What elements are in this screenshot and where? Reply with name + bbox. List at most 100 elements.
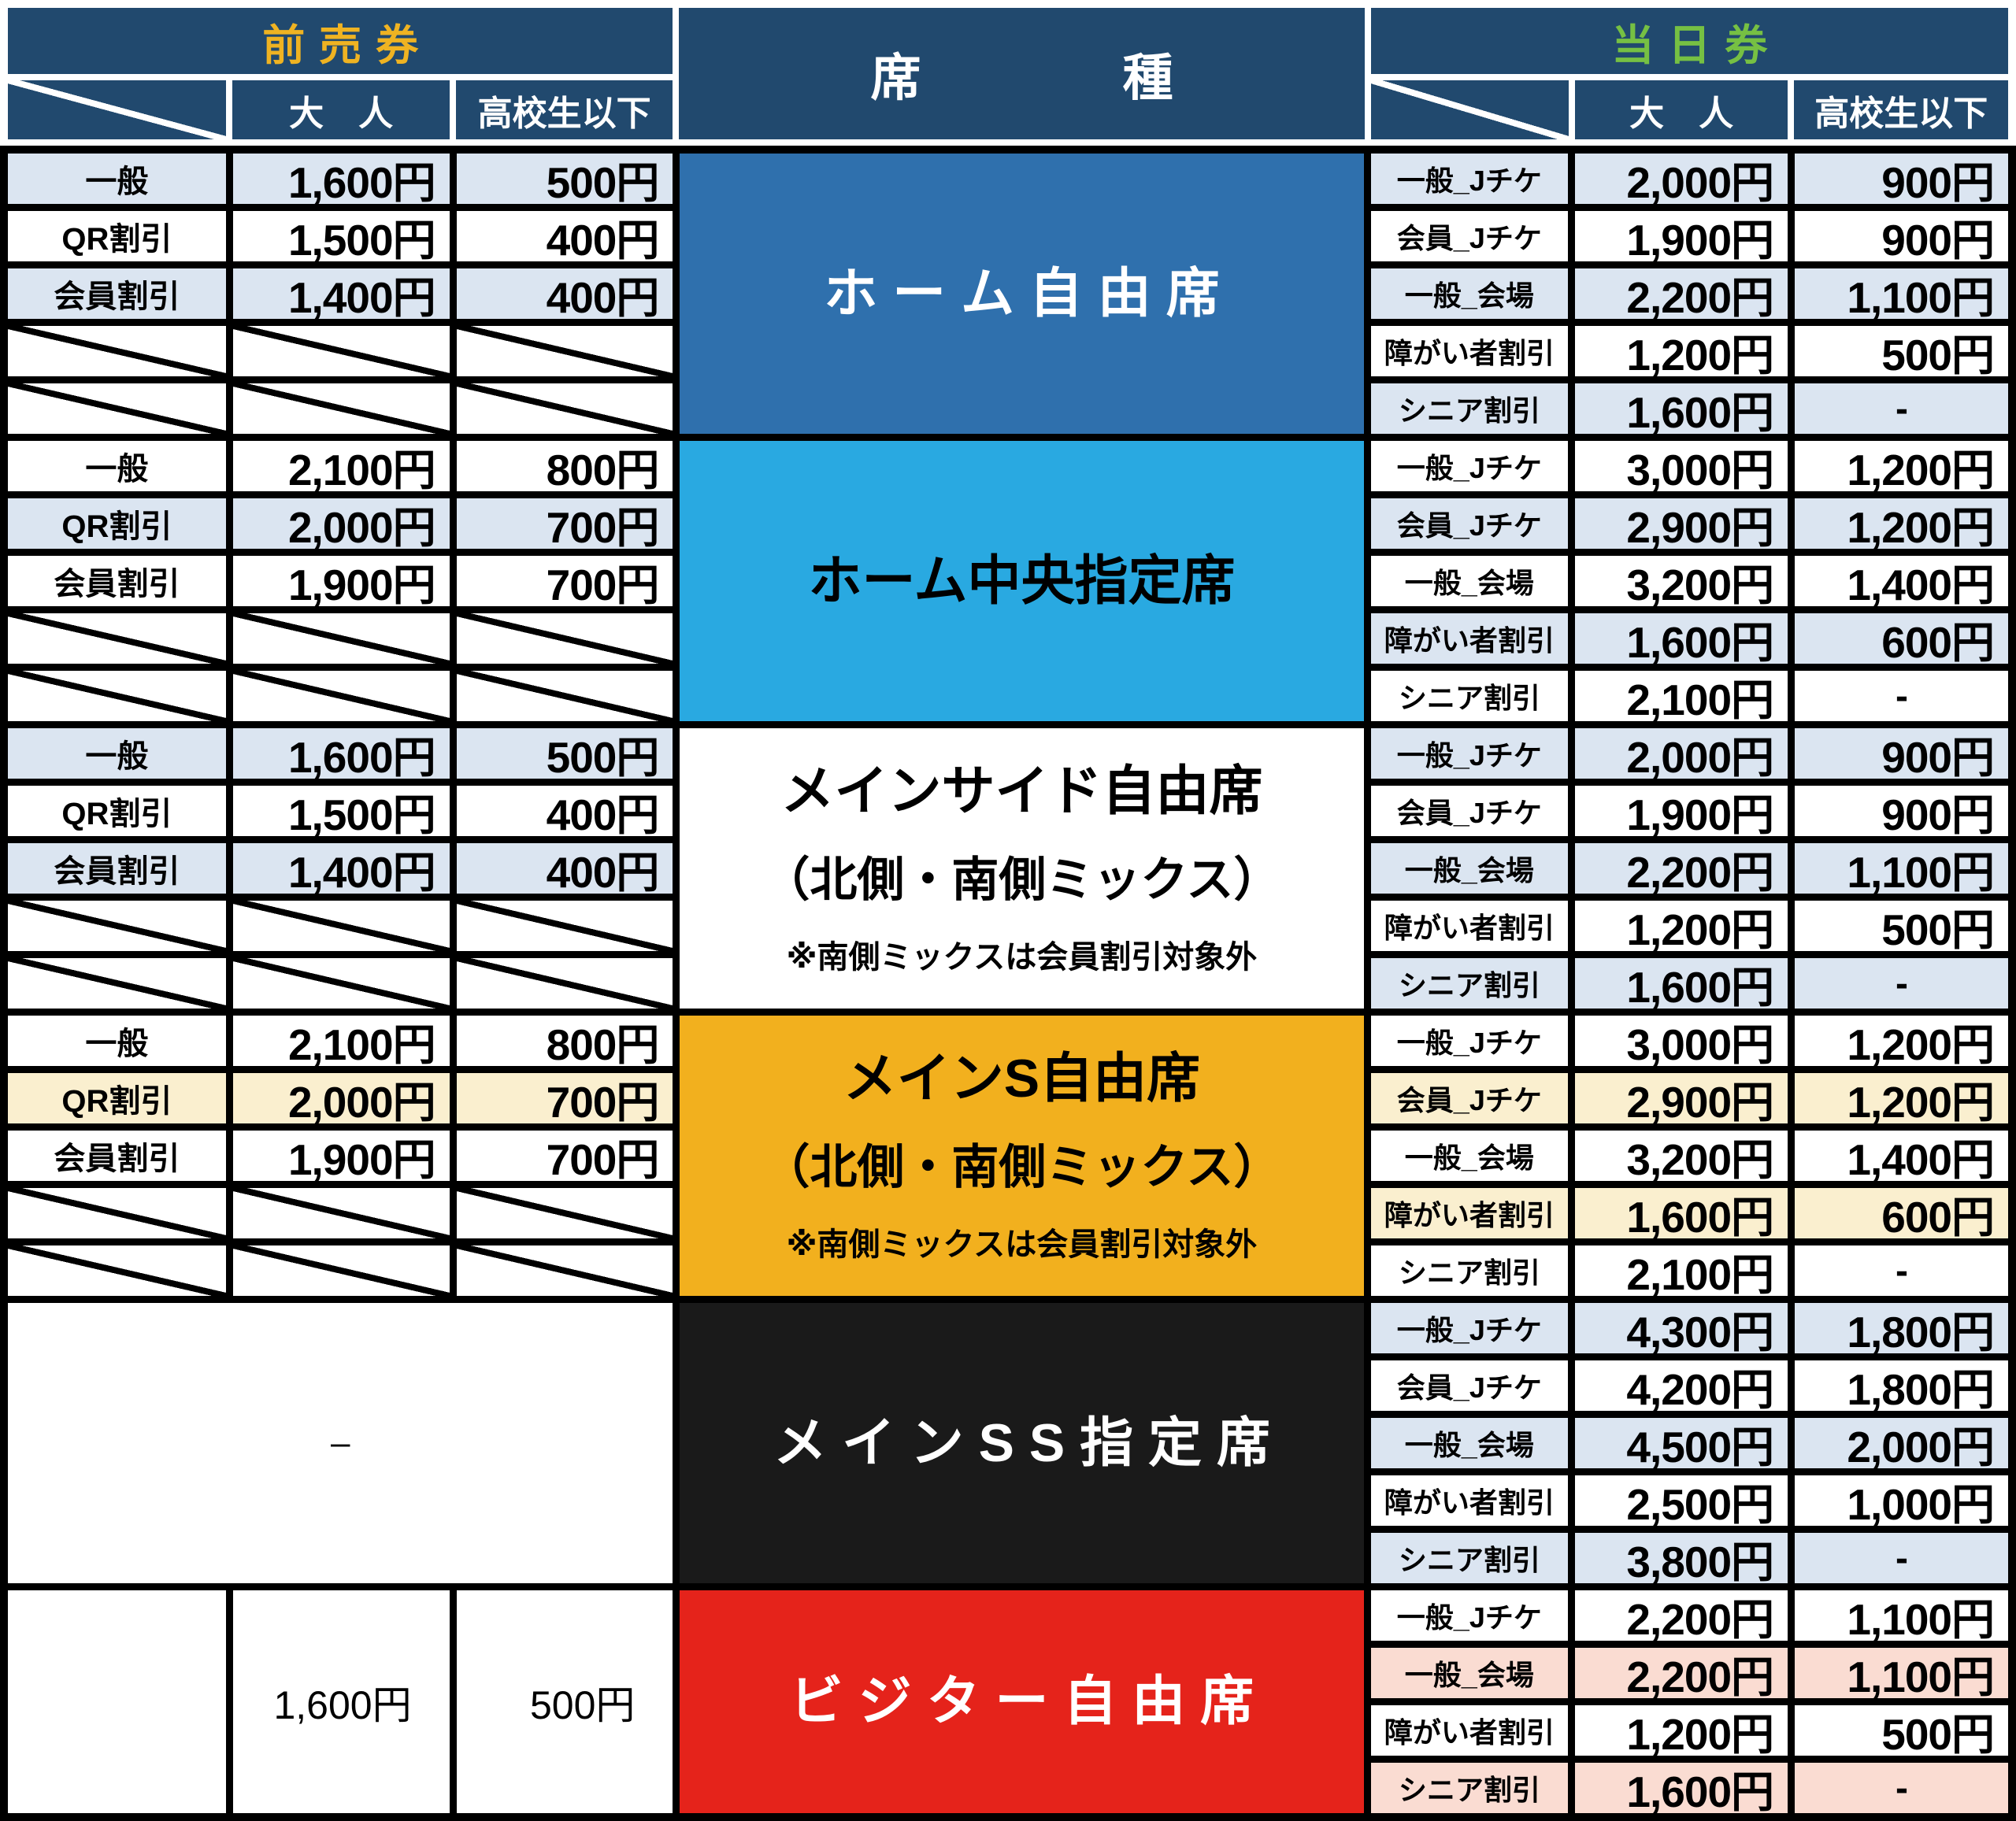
price-adult: 2,000円 bbox=[1575, 728, 1788, 779]
price-adult: 2,200円 bbox=[1575, 843, 1788, 894]
merged-child-price: 500円 bbox=[456, 1590, 673, 1813]
price-adult: 1,200円 bbox=[1575, 1705, 1788, 1756]
slash-cell bbox=[456, 613, 673, 664]
price-adult: 1,600円 bbox=[1575, 613, 1788, 664]
row-label: 会員_Jチケ bbox=[1370, 498, 1569, 549]
price-adult: 1,600円 bbox=[1575, 1188, 1788, 1238]
price-child: 400円 bbox=[456, 786, 673, 836]
price-child: 600円 bbox=[1795, 613, 2008, 664]
price-child: 1,800円 bbox=[1795, 1360, 2008, 1411]
row-label: 会員割引 bbox=[8, 268, 226, 319]
merged-left-cell: – bbox=[8, 1303, 673, 1583]
price-child: 500円 bbox=[1795, 1705, 2008, 1756]
row-label: シニア割引 bbox=[1370, 1245, 1569, 1296]
price-child: 1,000円 bbox=[1795, 1475, 2008, 1526]
price-child: - bbox=[1795, 671, 2008, 721]
slash-cell bbox=[8, 1245, 226, 1296]
slash-cell bbox=[232, 1188, 450, 1238]
slash-cell bbox=[232, 1245, 450, 1296]
price-adult: 2,100円 bbox=[1575, 1245, 1788, 1296]
price-adult: 4,500円 bbox=[1575, 1418, 1788, 1468]
seat-cell: メ イ ン S S 指 定 席 bbox=[680, 1303, 1364, 1583]
slash-cell bbox=[232, 613, 450, 664]
price-child: - bbox=[1795, 1245, 2008, 1296]
price-adult: 2,200円 bbox=[1575, 1590, 1788, 1641]
advance-ticket-header: 前売券 bbox=[8, 8, 673, 74]
price-child: 600円 bbox=[1795, 1188, 2008, 1238]
price-child: 1,200円 bbox=[1795, 1073, 2008, 1123]
price-adult: 1,600円 bbox=[232, 728, 450, 779]
seat-cell: ホ ー ム 自 由 席 bbox=[680, 154, 1364, 434]
price-adult: 1,200円 bbox=[1575, 326, 1788, 376]
price-child: 900円 bbox=[1795, 154, 2008, 204]
seat-title: ホーム中央指定席 bbox=[808, 550, 1236, 611]
child-column-header: 高校生以下 bbox=[455, 80, 673, 139]
seat-note: ※南側ミックスは会員割引対象外 bbox=[786, 940, 1258, 975]
slash-cell bbox=[8, 1188, 226, 1238]
row-label: 一般_Jチケ bbox=[1370, 1590, 1569, 1641]
price-child: 400円 bbox=[456, 843, 673, 894]
diagonal-header-cell bbox=[1370, 80, 1569, 139]
price-child: 400円 bbox=[456, 268, 673, 319]
slash-cell bbox=[8, 671, 226, 721]
seat-subtitle: （北側・南側ミックス） bbox=[762, 1141, 1281, 1194]
price-child: 1,200円 bbox=[1795, 441, 2008, 491]
seat-cell: メインサイド自由席 （北側・南側ミックス） ※南側ミックスは会員割引対象外 bbox=[680, 728, 1364, 1009]
slash-cell bbox=[456, 671, 673, 721]
price-child: - bbox=[1795, 958, 2008, 1009]
row-label: 会員割引 bbox=[8, 1131, 226, 1181]
seat-subtitle: （北側・南側ミックス） bbox=[762, 853, 1281, 907]
price-adult: 2,000円 bbox=[232, 498, 450, 549]
price-adult: 1,900円 bbox=[232, 1131, 450, 1181]
slash-cell bbox=[8, 901, 226, 951]
price-adult: 3,800円 bbox=[1575, 1533, 1788, 1583]
price-adult: 2,100円 bbox=[232, 441, 450, 491]
row-label: 一般_Jチケ bbox=[1370, 154, 1569, 204]
row-label: QR割引 bbox=[8, 1073, 226, 1123]
row-label: QR割引 bbox=[8, 498, 226, 549]
slash-cell bbox=[8, 613, 226, 664]
row-label: 一般_Jチケ bbox=[1370, 728, 1569, 779]
seat-cell: ホーム中央指定席 bbox=[680, 441, 1364, 721]
row-label: シニア割引 bbox=[1370, 1763, 1569, 1813]
price-adult: 1,500円 bbox=[232, 211, 450, 261]
price-child: 1,200円 bbox=[1795, 498, 2008, 549]
empty-label-cell bbox=[8, 1590, 226, 1813]
price-child: 700円 bbox=[456, 556, 673, 606]
row-label: QR割引 bbox=[8, 211, 226, 261]
adult-column-header: 大 人 bbox=[1574, 80, 1788, 139]
price-child: 500円 bbox=[1795, 901, 2008, 951]
row-label: 障がい者割引 bbox=[1370, 901, 1569, 951]
price-child: 800円 bbox=[456, 1016, 673, 1066]
row-label: 障がい者割引 bbox=[1370, 1705, 1569, 1756]
row-label: 一般_会場 bbox=[1370, 1418, 1569, 1468]
seat-title: ホ ー ム 自 由 席 bbox=[824, 263, 1220, 324]
slash-cell bbox=[456, 958, 673, 1009]
row-label: シニア割引 bbox=[1370, 383, 1569, 434]
price-child: 700円 bbox=[456, 498, 673, 549]
price-child: 700円 bbox=[456, 1131, 673, 1181]
seat-title: ビ ジ タ ー 自 由 席 bbox=[789, 1671, 1254, 1732]
row-label: 一般_Jチケ bbox=[1370, 441, 1569, 491]
row-label: 会員_Jチケ bbox=[1370, 211, 1569, 261]
price-adult: 2,500円 bbox=[1575, 1475, 1788, 1526]
price-child: 500円 bbox=[1795, 326, 2008, 376]
price-adult: 1,400円 bbox=[232, 843, 450, 894]
price-child: 500円 bbox=[456, 154, 673, 204]
price-adult: 3,200円 bbox=[1575, 556, 1788, 606]
slash-cell bbox=[456, 901, 673, 951]
price-adult: 1,900円 bbox=[1575, 211, 1788, 261]
row-label: 一般_Jチケ bbox=[1370, 1016, 1569, 1066]
price-child: 800円 bbox=[456, 441, 673, 491]
price-child: - bbox=[1795, 1763, 2008, 1813]
child-column-header: 高校生以下 bbox=[1794, 80, 2008, 139]
price-adult: 1,900円 bbox=[232, 556, 450, 606]
slash-cell bbox=[232, 383, 450, 434]
slash-cell bbox=[232, 671, 450, 721]
price-adult: 1,600円 bbox=[1575, 958, 1788, 1009]
row-label: 障がい者割引 bbox=[1370, 1188, 1569, 1238]
seat-note: ※南側ミックスは会員割引対象外 bbox=[786, 1227, 1258, 1263]
price-child: 500円 bbox=[456, 728, 673, 779]
seat-type-header: 席 種 bbox=[679, 8, 1365, 139]
price-child: 2,000円 bbox=[1795, 1418, 2008, 1468]
